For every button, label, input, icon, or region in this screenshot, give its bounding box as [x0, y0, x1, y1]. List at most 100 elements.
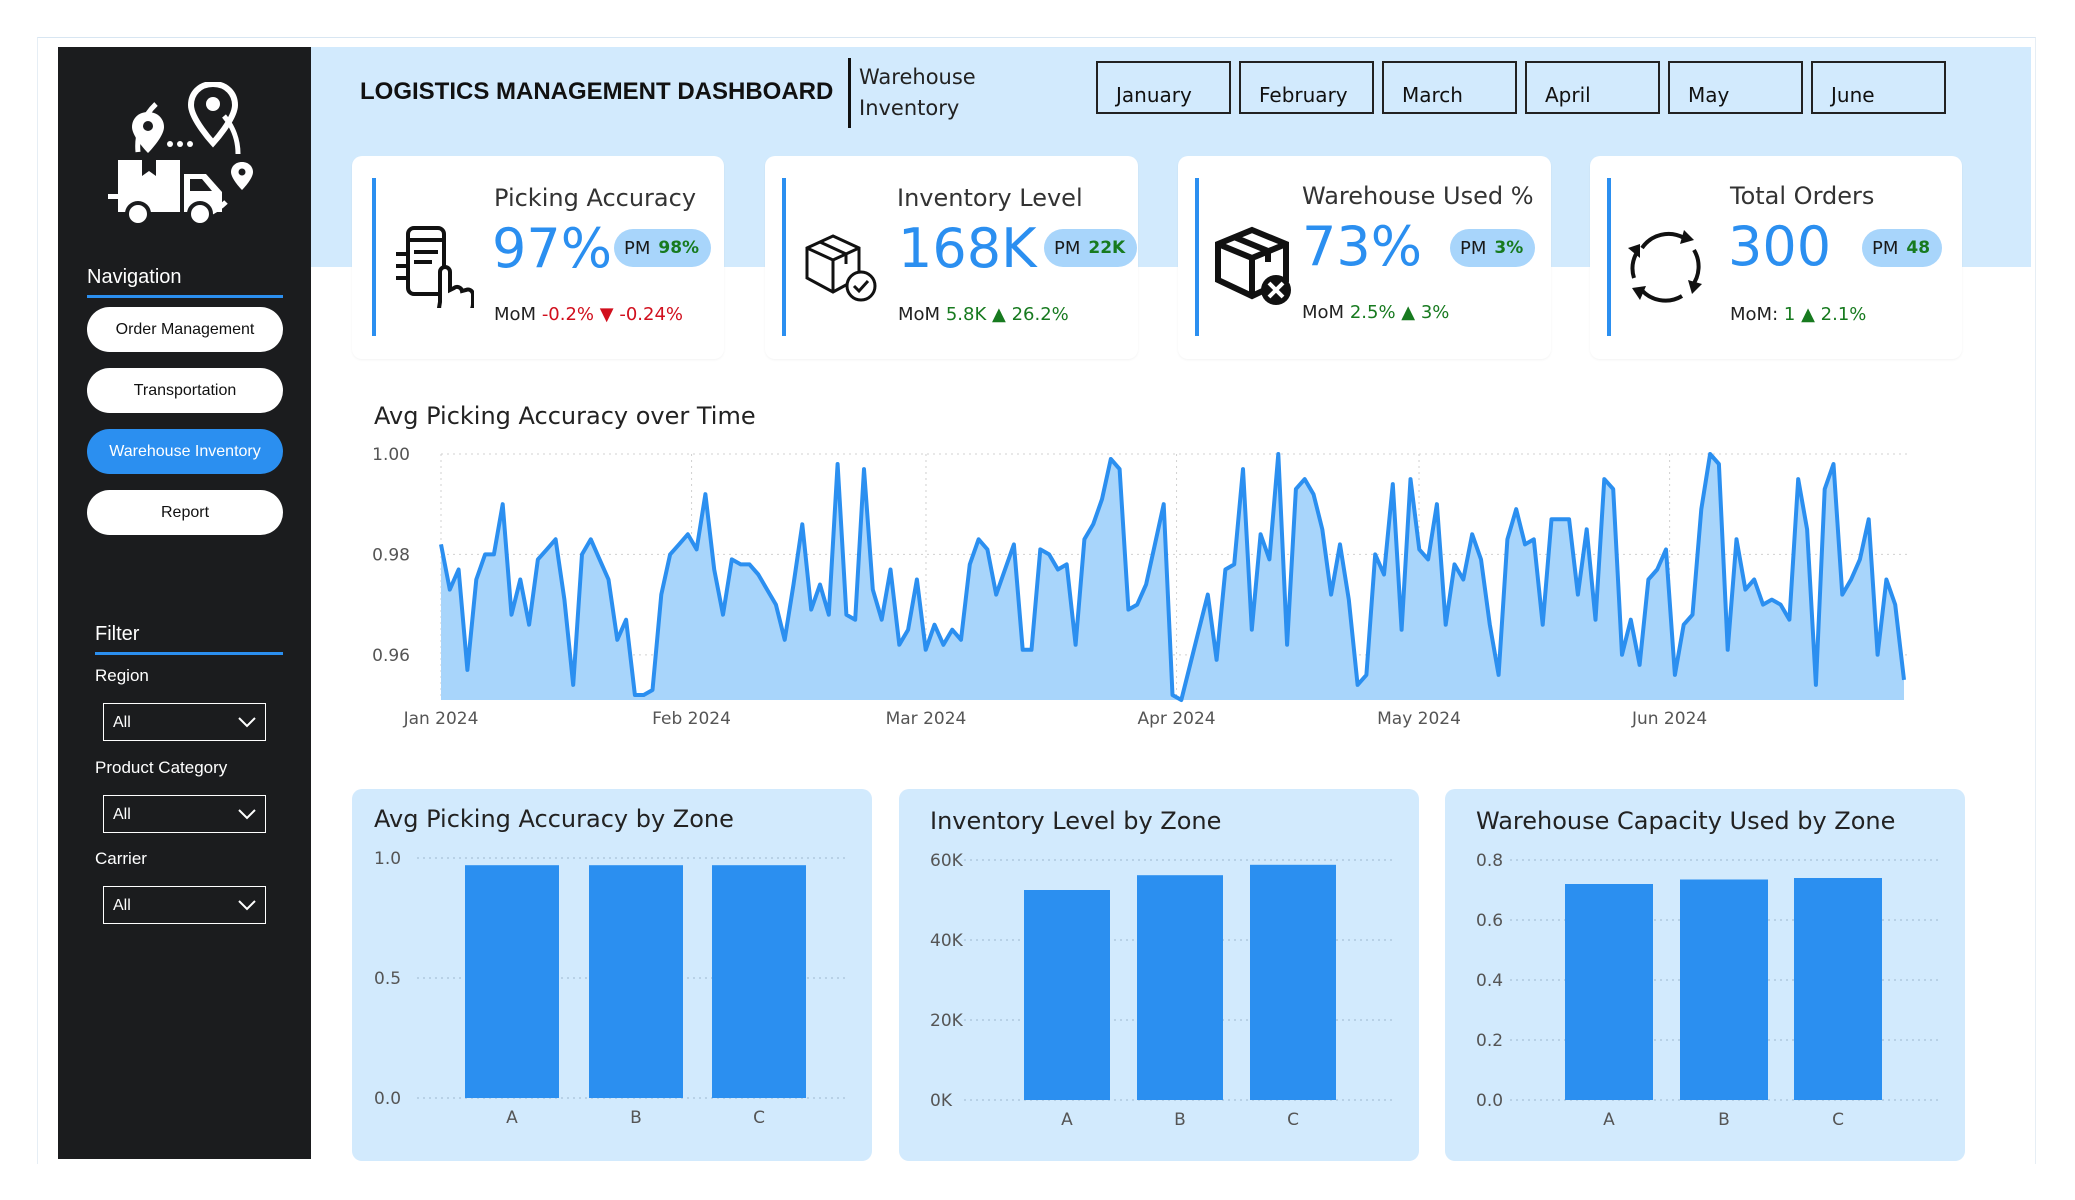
month-april-button[interactable]: April [1525, 61, 1660, 114]
capacity-by-zone-panel: Warehouse Capacity Used by Zone 0.8 0.6 0.… [1445, 789, 1965, 1161]
page-subtitle: Warehouse Inventory [859, 65, 976, 120]
box-check-icon [805, 234, 877, 302]
mom-value: 1 [1783, 304, 1796, 325]
nav-warehouse-inventory-button[interactable]: Warehouse Inventory [87, 429, 283, 474]
region-dropdown[interactable]: All [103, 703, 266, 741]
mom-line: MoM -0.2% ▼ -0.24% [494, 304, 683, 325]
x-tick-label: Jan 2024 [403, 709, 479, 729]
y-tick-label: 0.0 [1476, 1091, 1503, 1111]
filter-underline [95, 652, 283, 655]
y-tick-label: 1.00 [372, 445, 410, 465]
pm-value: 22K [1088, 238, 1126, 258]
pm-badge: PM 48 [1862, 229, 1943, 267]
bar [712, 865, 806, 1098]
kpi-value: 73% [1302, 215, 1423, 278]
x-tick-label: Feb 2024 [652, 709, 731, 729]
bar [1250, 864, 1336, 1100]
chart-title: Avg Picking Accuracy over Time [374, 402, 756, 430]
y-tick-label: 0.8 [1476, 851, 1503, 871]
triangle-up-icon: ▲ [1401, 302, 1416, 323]
x-tick-label: C [1832, 1110, 1844, 1130]
kpi-value: 168K [898, 217, 1037, 280]
kpi-card-picking-accuracy: Picking Accuracy 97% PM 98% MoM -0.2% ▼ -… [352, 156, 724, 359]
mom-value: -0.2% [541, 304, 595, 325]
bar [1137, 875, 1223, 1100]
kpi-card-total-orders: Total Orders 300 PM 48 MoM: 1 ▲ 2.1% [1590, 156, 1962, 359]
title-separator [848, 58, 851, 128]
bar [1794, 878, 1882, 1100]
mom-percent: -0.24% [619, 304, 684, 325]
pm-label: PM [1054, 237, 1081, 259]
mom-percent: 2.1% [1820, 304, 1867, 325]
y-tick-label: 20K [930, 1011, 964, 1031]
mom-label: MoM [1302, 302, 1345, 323]
product-category-dropdown[interactable]: All [103, 795, 266, 833]
y-tick-label: 1.0 [374, 849, 401, 869]
x-tick-label: A [1061, 1110, 1073, 1130]
navigation-title: Navigation [87, 266, 182, 288]
filter-title: Filter [95, 623, 140, 645]
carrier-filter-label: Carrier [95, 849, 147, 868]
y-tick-label: 60K [930, 851, 964, 871]
inventory-by-zone-panel: Inventory Level by Zone 60K 40K 20K 0K A B C [899, 789, 1419, 1161]
bar [589, 865, 683, 1098]
y-tick-label: 0.2 [1476, 1031, 1503, 1051]
kpi-accent-bar [1195, 178, 1199, 336]
y-tick-label: 0.98 [372, 545, 410, 565]
x-tick-label: C [1287, 1110, 1299, 1130]
x-tick-label: B [1718, 1110, 1730, 1130]
carrier-dropdown[interactable]: All [103, 886, 266, 924]
pm-value: 48 [1906, 238, 1931, 258]
inventory-by-zone-bar-chart: 60K 40K 20K 0K A B C [930, 851, 1396, 1130]
month-february-button[interactable]: February [1239, 61, 1374, 114]
x-tick-label: B [630, 1108, 642, 1128]
mom-value: 5.8K [945, 304, 987, 325]
y-tick-label: 0.5 [374, 969, 401, 989]
mom-line: MoM: 1 ▲ 2.1% [1730, 304, 1866, 325]
triangle-up-icon: ▲ [1801, 304, 1815, 325]
y-tick-label: 0.4 [1476, 971, 1503, 991]
picking-accuracy-line-chart: 1.00 0.98 0.96 Jan 2024 Feb 2024 Mar 2024 Apr … [372, 445, 1910, 729]
mom-label: MoM [494, 304, 537, 325]
kpi-title: Warehouse Used % [1302, 182, 1534, 210]
phone-touch-icon [396, 226, 474, 308]
month-june-button[interactable]: June [1811, 61, 1946, 114]
pm-value: 98% [658, 238, 700, 258]
pm-value: 3% [1494, 238, 1524, 258]
x-tick-label: B [1174, 1110, 1186, 1130]
kpi-title: Picking Accuracy [494, 184, 697, 212]
nav-transportation-button[interactable]: Transportation [87, 368, 283, 413]
mom-line: MoM 2.5% ▲ 3% [1302, 302, 1449, 323]
page-title: LOGISTICS MANAGEMENT DASHBOARD [360, 78, 834, 105]
bar [1680, 879, 1768, 1100]
mom-percent: 26.2% [1011, 304, 1069, 325]
navigation-underline [87, 295, 283, 298]
chart-title: Warehouse Capacity Used by Zone [1476, 807, 1896, 835]
x-tick-label: Jun 2024 [1631, 709, 1707, 729]
nav-report-button[interactable]: Report [87, 490, 283, 535]
month-march-button[interactable]: March [1382, 61, 1517, 114]
y-tick-label: 0.6 [1476, 911, 1503, 931]
mom-label: MoM [898, 304, 941, 325]
triangle-up-icon: ▲ [991, 304, 1006, 325]
y-tick-label: 0K [930, 1091, 953, 1111]
x-tick-label: May 2024 [1377, 709, 1461, 729]
chevron-down-icon [238, 900, 256, 911]
kpi-value: 97% [492, 217, 613, 280]
month-may-button[interactable]: May [1668, 61, 1803, 114]
mom-label: MoM: [1730, 304, 1779, 325]
nav-order-management-button[interactable]: Order Management [87, 307, 283, 352]
month-january-button[interactable]: January [1096, 61, 1231, 114]
kpi-accent-bar [782, 178, 786, 336]
mom-value: 2.5% [1349, 302, 1396, 323]
box-cancel-icon [1215, 226, 1291, 305]
pm-badge: PM 22K [1044, 229, 1138, 267]
y-tick-label: 0.0 [374, 1089, 401, 1109]
mom-percent: 3% [1420, 302, 1450, 323]
pm-label: PM [1872, 237, 1899, 259]
kpi-title: Inventory Level [897, 184, 1083, 212]
x-tick-label: C [753, 1108, 765, 1128]
triangle-down-icon: ▼ [599, 304, 614, 325]
x-tick-label: Mar 2024 [886, 709, 967, 729]
picking-accuracy-time-panel: Avg Picking Accuracy over Time 1.00 0.98 0… [352, 392, 1962, 760]
